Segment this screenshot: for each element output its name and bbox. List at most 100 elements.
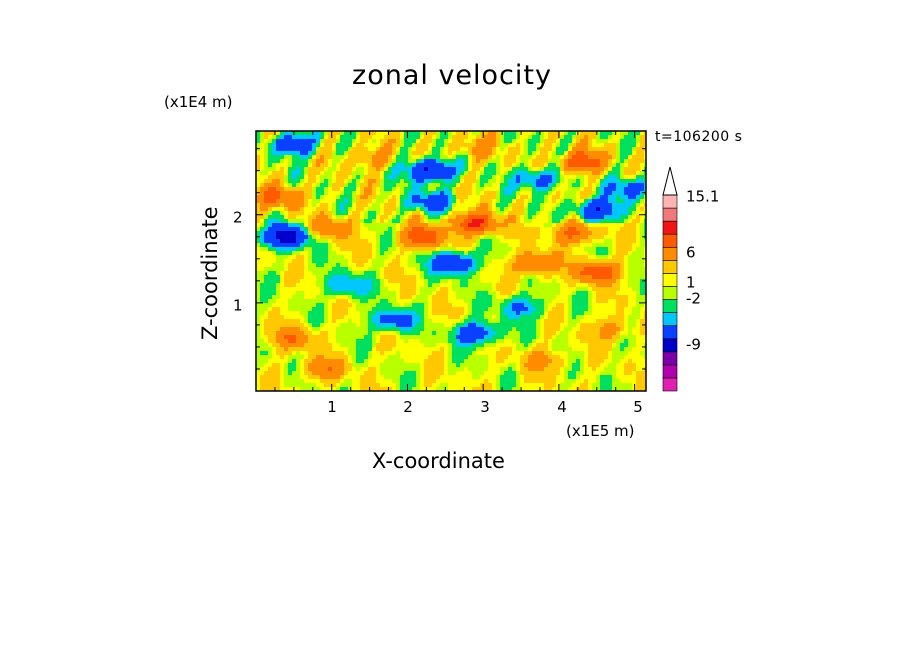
contour-cell xyxy=(476,307,480,311)
contour-cell xyxy=(412,171,416,175)
contour-cell xyxy=(296,151,300,155)
contour-cell xyxy=(588,203,592,207)
contour-cell xyxy=(484,311,488,315)
contour-cell xyxy=(432,227,436,231)
contour-cell xyxy=(476,303,480,307)
contour-cell xyxy=(264,187,268,191)
contour-cell xyxy=(572,183,576,187)
contour-cell xyxy=(428,295,432,299)
contour-cell xyxy=(292,247,296,251)
contour-cell xyxy=(324,155,328,159)
contour-cell xyxy=(348,191,352,195)
contour-cell xyxy=(576,151,580,155)
contour-cell xyxy=(500,299,504,303)
contour-cell xyxy=(536,195,540,199)
contour-cell xyxy=(552,143,556,147)
contour-cell xyxy=(548,151,552,155)
contour-cell xyxy=(568,287,572,291)
contour-cell xyxy=(612,223,616,227)
contour-cell xyxy=(412,315,416,319)
contour-cell xyxy=(572,231,576,235)
contour-cell xyxy=(600,195,604,199)
contour-cell xyxy=(464,147,468,151)
contour-cell xyxy=(540,299,544,303)
contour-cell xyxy=(432,287,436,291)
contour-cell xyxy=(276,283,280,287)
contour-cell xyxy=(544,311,548,315)
contour-cell xyxy=(520,275,524,279)
contour-cell xyxy=(584,163,588,167)
contour-cell xyxy=(604,255,608,259)
contour-cell xyxy=(508,203,512,207)
contour-cell xyxy=(364,291,368,295)
contour-cell xyxy=(528,243,532,247)
contour-cell xyxy=(516,323,520,327)
contour-cell xyxy=(484,215,488,219)
contour-cell xyxy=(600,283,604,287)
contour-cell xyxy=(324,323,328,327)
contour-cell xyxy=(556,307,560,311)
contour-cell xyxy=(520,187,524,191)
contour-cell xyxy=(340,263,344,267)
contour-cell xyxy=(636,247,640,251)
contour-cell xyxy=(596,143,600,147)
contour-cell xyxy=(348,207,352,211)
contour-cell xyxy=(592,259,596,263)
contour-cell xyxy=(564,287,568,291)
contour-cell xyxy=(356,291,360,295)
contour-cell xyxy=(312,151,316,155)
contour-cell xyxy=(336,275,340,279)
contour-cell xyxy=(560,163,564,167)
contour-cell xyxy=(380,195,384,199)
contour-cell xyxy=(364,219,368,223)
contour-cell xyxy=(384,247,388,251)
contour-cell xyxy=(556,135,560,139)
contour-cell xyxy=(624,207,628,211)
contour-cell xyxy=(396,163,400,167)
contour-cell xyxy=(344,235,348,239)
contour-cell xyxy=(324,303,328,307)
contour-cell xyxy=(444,227,448,231)
contour-cell xyxy=(384,267,388,271)
contour-cell xyxy=(556,211,560,215)
contour-cell xyxy=(448,263,452,267)
contour-cell xyxy=(272,147,276,151)
contour-cell xyxy=(296,271,300,275)
contour-cell xyxy=(284,303,288,307)
contour-cell xyxy=(520,199,524,203)
contour-cell xyxy=(528,135,532,139)
contour-cell xyxy=(412,175,416,179)
contour-cell xyxy=(360,175,364,179)
contour-cell xyxy=(628,155,632,159)
contour-cell xyxy=(624,307,628,311)
contour-cell xyxy=(524,167,528,171)
contour-cell xyxy=(436,187,440,191)
contour-cell xyxy=(524,147,528,151)
contour-cell xyxy=(620,295,624,299)
contour-cell xyxy=(392,243,396,247)
contour-cell xyxy=(560,235,564,239)
contour-cell xyxy=(504,287,508,291)
contour-cell xyxy=(484,255,488,259)
contour-cell xyxy=(596,223,600,227)
contour-cell xyxy=(412,247,416,251)
contour-cell xyxy=(412,303,416,307)
contour-cell xyxy=(576,263,580,267)
contour-cell xyxy=(500,163,504,167)
contour-cell xyxy=(348,199,352,203)
contour-cell xyxy=(516,275,520,279)
contour-cell xyxy=(428,291,432,295)
contour-cell xyxy=(644,267,646,271)
contour-cell xyxy=(316,231,320,235)
contour-cell xyxy=(512,195,516,199)
contour-cell xyxy=(608,155,612,159)
contour-cell xyxy=(440,183,444,187)
contour-cell xyxy=(460,327,464,331)
contour-cell xyxy=(380,179,384,183)
contour-cell xyxy=(472,315,476,319)
contour-cell xyxy=(444,155,448,159)
contour-cell xyxy=(288,263,292,267)
contour-cell xyxy=(640,175,644,179)
contour-cell xyxy=(596,163,600,167)
contour-cell xyxy=(312,155,316,159)
